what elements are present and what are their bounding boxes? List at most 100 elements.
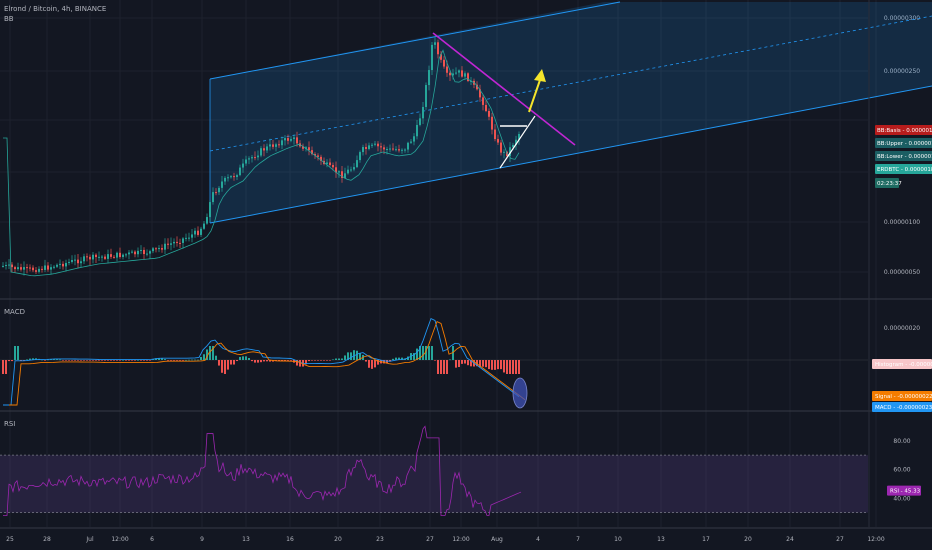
- macd-hist-bar: [515, 360, 517, 374]
- macd-hist-bar: [353, 350, 355, 360]
- breakout-arrow-shaft: [528, 79, 541, 113]
- macd-hist-bar: [503, 360, 505, 373]
- macd-hist-bar: [227, 360, 229, 370]
- macd-hist-bar: [68, 360, 70, 361]
- candle-body: [296, 137, 298, 144]
- macd-hist-bar: [341, 358, 343, 360]
- candle-body: [338, 171, 340, 173]
- candle-body: [35, 270, 37, 272]
- macd-hist-bar: [338, 358, 340, 360]
- macd-hist-bar: [290, 360, 292, 361]
- candle-body: [98, 256, 100, 258]
- price-tag-bg: [875, 178, 899, 188]
- macd-highlight-ellipse: [512, 377, 528, 409]
- macd-hist-bar: [59, 359, 61, 361]
- candle-body: [254, 157, 256, 159]
- macd-hist-bar: [11, 360, 13, 362]
- macd-hist-bar: [224, 360, 226, 374]
- candle-body: [257, 155, 259, 158]
- macd-hist-bar: [140, 360, 142, 361]
- candle-body: [518, 133, 520, 140]
- macd-hist-bar: [278, 360, 280, 361]
- macd-hist-bar: [221, 360, 223, 373]
- candle-body: [59, 263, 61, 265]
- macd-hist-bar: [95, 360, 97, 361]
- candle-body: [443, 59, 445, 67]
- candle-body: [332, 165, 334, 168]
- candle-body: [188, 237, 190, 239]
- candle-body: [197, 230, 199, 235]
- macd-hist-bar: [482, 360, 484, 367]
- candle-body: [242, 163, 244, 168]
- candle-body: [434, 42, 436, 45]
- candle-body: [365, 147, 367, 149]
- candle-body: [218, 187, 220, 193]
- price-tick-label: 0.00000050: [884, 269, 920, 276]
- macd-hist-bar: [251, 360, 253, 362]
- candle-body: [401, 149, 403, 151]
- macd-hist-bar: [500, 360, 502, 370]
- candle-body: [236, 175, 238, 177]
- macd-hist-bar: [209, 346, 211, 360]
- time-tick-label: 25: [6, 536, 14, 543]
- candle-body: [437, 42, 439, 55]
- macd-hist-bar: [47, 359, 49, 361]
- candle-body: [350, 169, 352, 171]
- channel-upper: [209, 1, 621, 80]
- candle-body: [431, 44, 433, 71]
- candle-body: [281, 140, 283, 146]
- candle-body: [224, 177, 226, 182]
- candle-body: [278, 144, 280, 146]
- macd-hist-bar: [41, 359, 43, 361]
- macd-hist-bar: [92, 360, 94, 361]
- macd-hist-bar: [26, 359, 28, 361]
- macd-hist-bar: [194, 359, 196, 361]
- macd-hist-bar: [206, 349, 208, 360]
- macd-hist-bar: [374, 360, 376, 368]
- candle-body: [212, 192, 214, 203]
- candle-body: [104, 256, 106, 259]
- macd-hist-bar: [164, 359, 166, 360]
- macd-hist-bar: [284, 360, 286, 361]
- macd-hist-bar: [242, 356, 244, 360]
- macd-hist-bar: [101, 360, 103, 361]
- candle-body: [5, 265, 7, 267]
- macd-hist-bar: [512, 360, 514, 374]
- candle-body: [128, 252, 130, 255]
- macd-line: [3, 318, 520, 406]
- macd-hist-bar: [44, 360, 46, 361]
- macd-hist-bar: [185, 359, 187, 361]
- macd-hist-bar: [260, 360, 262, 363]
- candle-body: [161, 248, 163, 250]
- candle-body: [170, 243, 172, 245]
- macd-hist-bar: [8, 360, 10, 362]
- macd-hist-bar: [323, 360, 325, 361]
- macd-hist-bar: [191, 359, 193, 361]
- candle-body: [83, 256, 85, 262]
- macd-hist-bar: [23, 360, 25, 361]
- candle-body: [380, 146, 382, 148]
- candle-body: [395, 149, 397, 151]
- macd-hist-bar: [122, 360, 124, 361]
- macd-hist-bar: [326, 360, 328, 361]
- macd-hist-bar: [29, 358, 31, 360]
- time-tick-label: 7: [576, 536, 580, 543]
- candle-body: [326, 162, 328, 164]
- candle-body: [311, 150, 313, 155]
- candle-body: [107, 254, 109, 259]
- time-tick-label: 28: [43, 536, 51, 543]
- macd-hist-bar: [107, 360, 109, 361]
- candle-body: [137, 250, 139, 255]
- candle-body: [92, 254, 94, 260]
- candle-body: [200, 228, 202, 235]
- signal-line: [9, 321, 526, 406]
- macd-hist-bar: [332, 359, 334, 361]
- macd-hist-bar: [14, 346, 16, 360]
- candle-body: [2, 265, 4, 267]
- macd-hist-bar: [287, 360, 289, 361]
- macd-hist-bar: [398, 357, 400, 360]
- macd-hist-bar: [308, 360, 310, 362]
- time-tick-label: Jul: [85, 536, 94, 543]
